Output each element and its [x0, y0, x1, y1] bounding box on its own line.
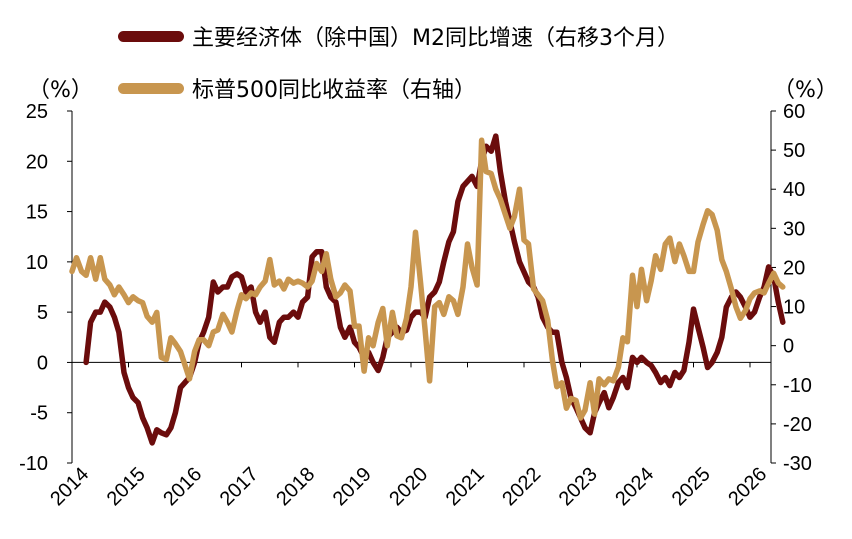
x-axis-tick-label: 2019	[329, 463, 376, 510]
right-axis-tick-label: 0	[783, 336, 794, 358]
x-axis-tick-label: 2018	[272, 463, 319, 510]
right-axis-tick-label: 50	[783, 140, 805, 162]
x-axis-tick-label: 2022	[498, 463, 545, 510]
left-axis-tick-label: 0	[37, 352, 48, 374]
x-axis-tick-label: 2016	[159, 463, 206, 510]
legend-item-sp500: 标普500同比收益率（右轴）	[118, 72, 476, 104]
x-axis-tick-label: 2026	[724, 463, 771, 510]
right-axis-tick-label: 60	[783, 101, 805, 123]
left-axis-tick-label: -5	[30, 403, 48, 425]
legend-swatch-sp500	[118, 82, 184, 94]
legend-item-m2: 主要经济体（除中国）M2同比增速（右移3个月）	[118, 20, 679, 52]
legend-label-sp500: 标普500同比收益率（右轴）	[192, 78, 476, 103]
x-axis-tick-label: 2014	[46, 463, 93, 510]
left-axis-unit: （%）	[28, 78, 93, 103]
right-axis-tick-label: 30	[783, 218, 805, 240]
left-axis-tick-label: 20	[26, 151, 48, 173]
right-axis-tick-label: 20	[783, 257, 805, 279]
right-axis-tick-label: 10	[783, 297, 805, 319]
x-axis-tick-label: 2025	[668, 463, 715, 510]
right-axis-tick-label: 40	[783, 179, 805, 201]
left-axis-tick-label: -10	[19, 453, 48, 475]
right-axis-unit: （%）	[773, 78, 838, 103]
right-axis-tick-label: -10	[783, 375, 812, 397]
left-axis-tick-label: 15	[26, 202, 48, 224]
legend-swatch-m2	[118, 30, 184, 42]
left-axis-tick-label: 5	[37, 302, 48, 324]
left-axis-tick-label: 10	[26, 252, 48, 274]
series-line-m2	[83, 133, 786, 446]
x-axis-tick-label: 2015	[103, 463, 150, 510]
series-line-sp500	[69, 137, 786, 421]
x-axis-tick-label: 2023	[555, 463, 602, 510]
x-axis-tick-label: 2017	[216, 463, 263, 510]
left-axis-tick-label: 25	[26, 101, 48, 123]
legend-label-m2: 主要经济体（除中国）M2同比增速（右移3个月）	[192, 26, 679, 51]
x-axis-tick-label: 2021	[442, 463, 489, 510]
right-axis-tick-label: -20	[783, 414, 812, 436]
x-axis-tick-label: 2020	[385, 463, 432, 510]
right-axis-tick-label: -30	[783, 453, 812, 475]
x-axis-tick-label: 2024	[611, 463, 658, 510]
